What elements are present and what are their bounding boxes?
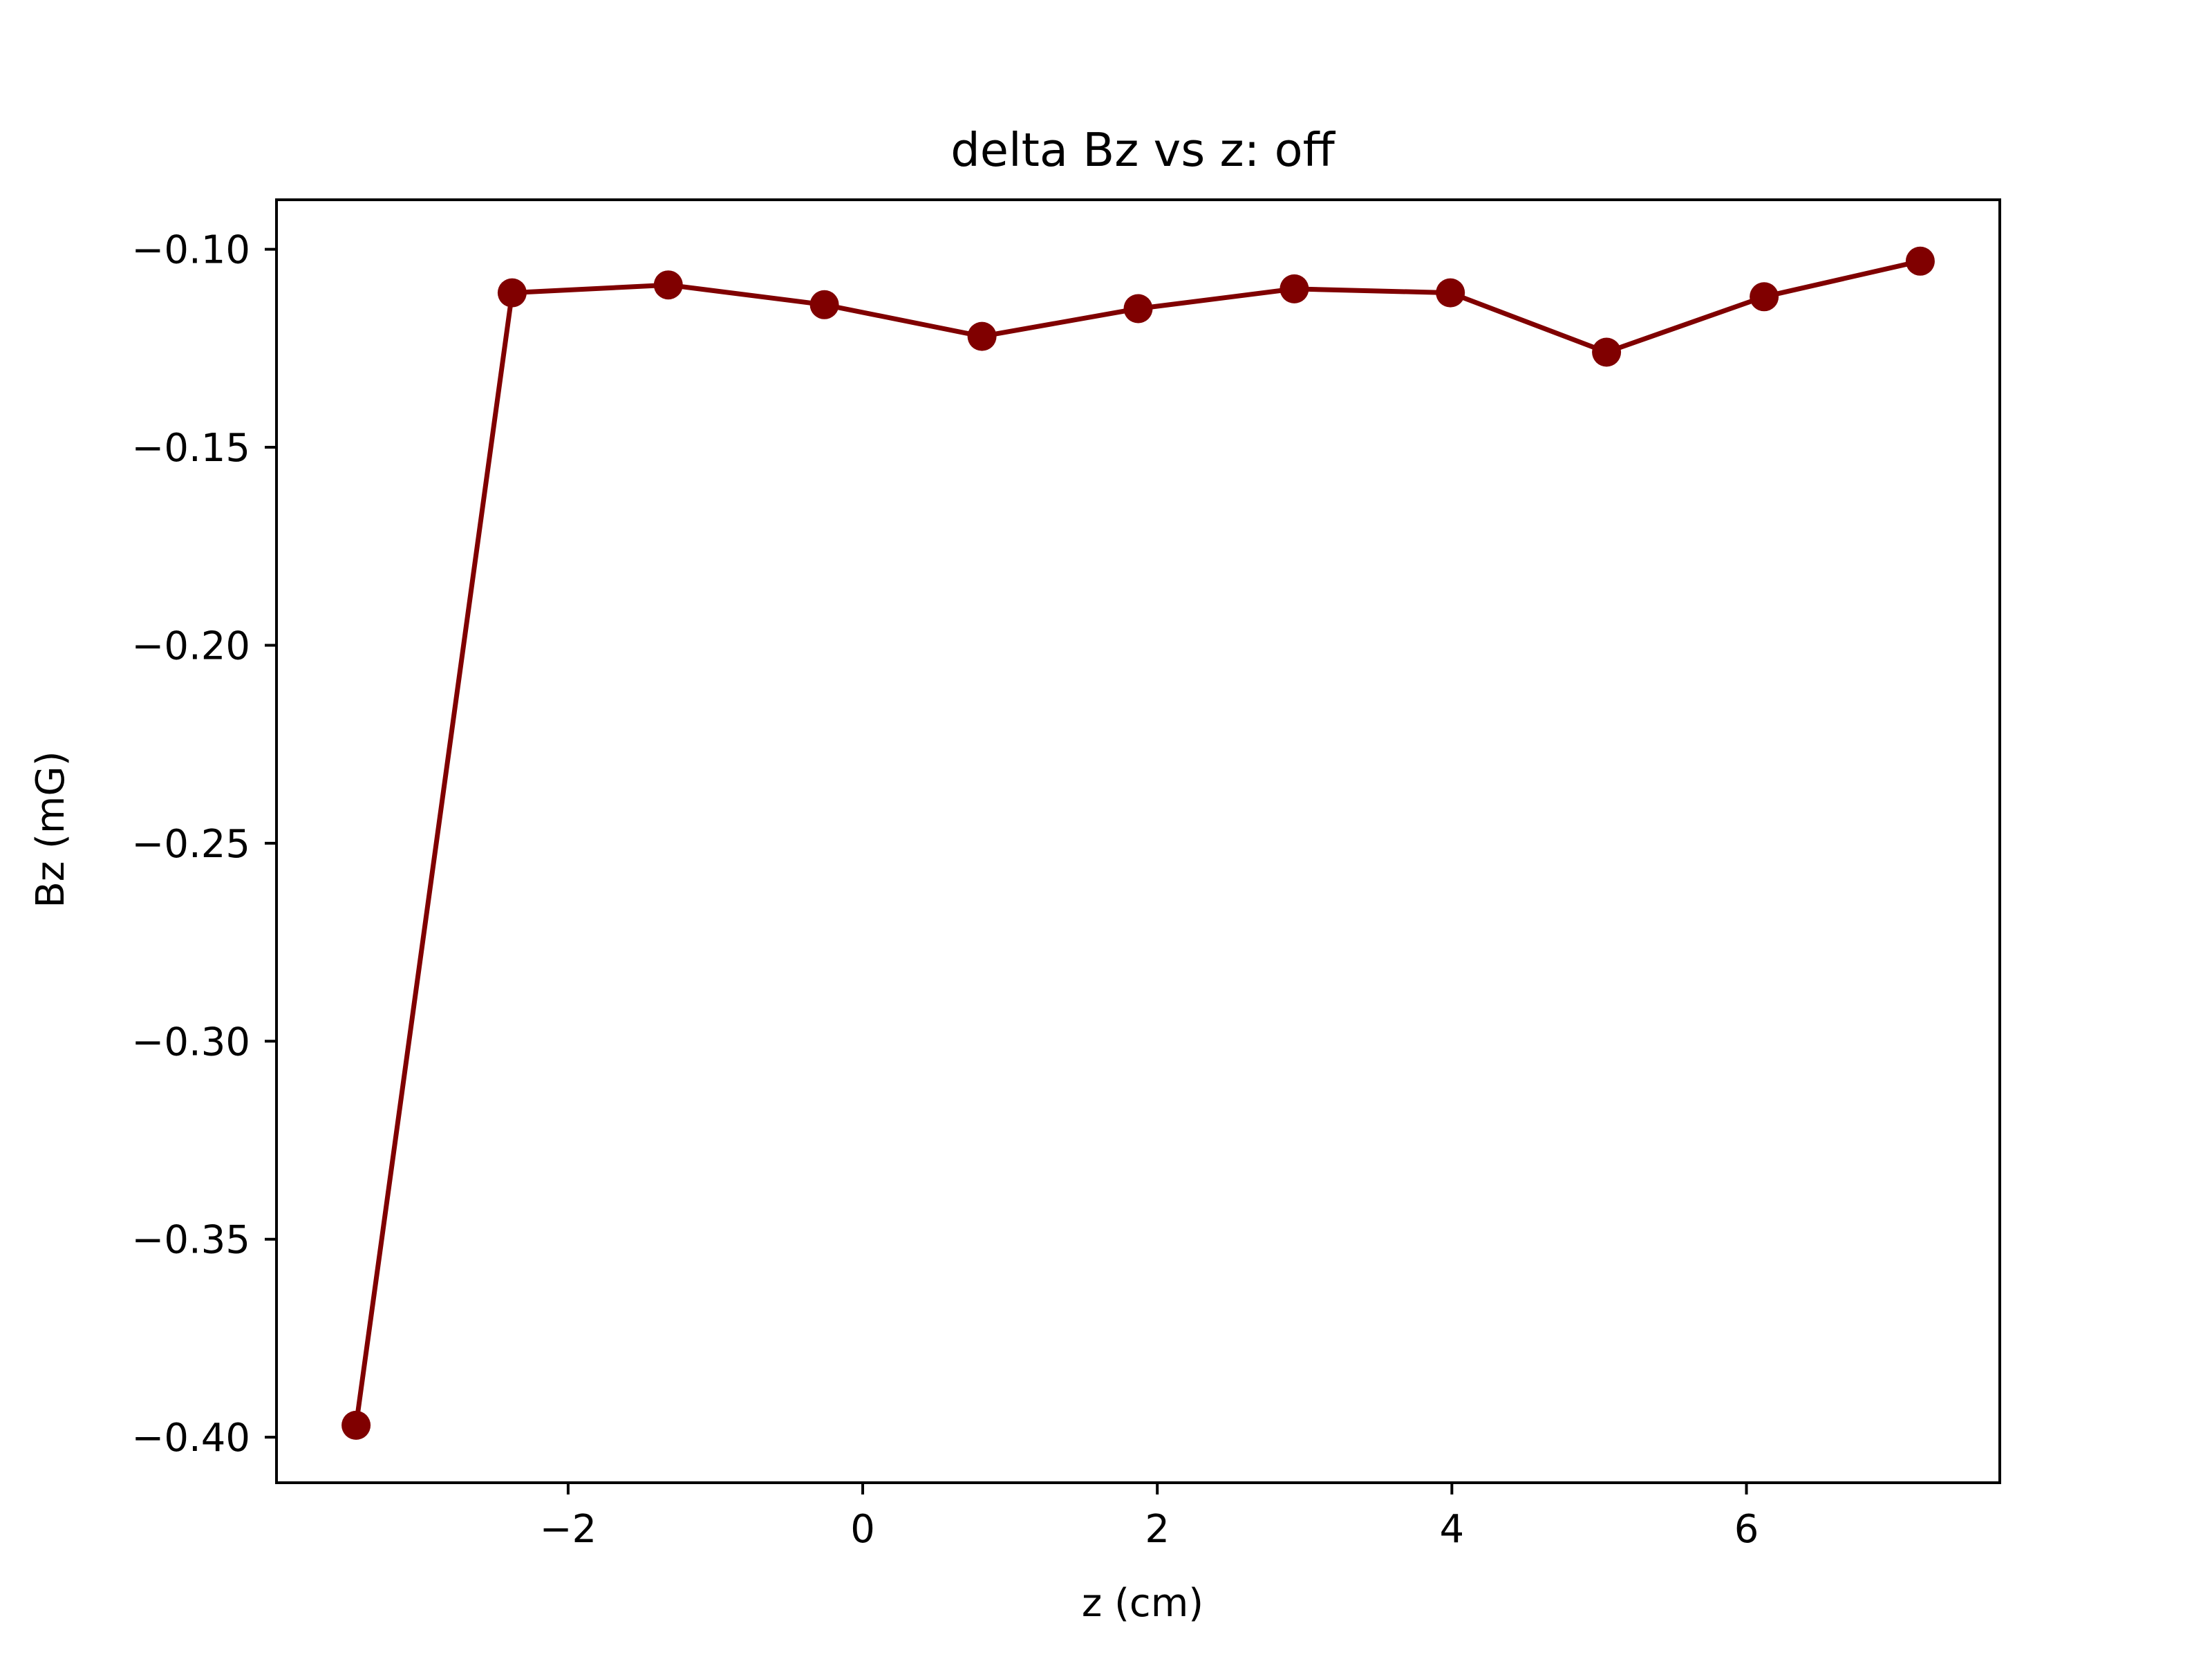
y-axis-label: Bz (mG) xyxy=(28,751,73,908)
y-tick-label: −0.10 xyxy=(131,228,250,273)
x-tick-label: 6 xyxy=(1734,1507,1759,1552)
y-tick-label: −0.20 xyxy=(131,624,250,668)
data-point xyxy=(1436,278,1465,308)
x-tick-label: 2 xyxy=(1145,1507,1170,1552)
data-point xyxy=(809,290,839,319)
data-point xyxy=(653,270,683,300)
y-tick-label: −0.40 xyxy=(131,1416,250,1461)
chart-title: delta Bz vs z: off xyxy=(950,123,1335,177)
y-tick-label: −0.30 xyxy=(131,1020,250,1065)
data-point xyxy=(341,1410,371,1440)
x-axis-label: z (cm) xyxy=(1082,1581,1203,1626)
y-tick-label: −0.35 xyxy=(131,1218,250,1263)
x-tick-label: 0 xyxy=(850,1507,875,1552)
data-point xyxy=(497,278,527,308)
data-point xyxy=(1592,337,1622,367)
x-tick-label: −2 xyxy=(540,1507,597,1552)
data-point xyxy=(967,321,997,351)
x-tick-label: 4 xyxy=(1440,1507,1465,1552)
data-point xyxy=(1750,282,1779,312)
y-tick-label: −0.15 xyxy=(131,426,250,471)
axes-frame xyxy=(275,198,2001,1484)
data-point xyxy=(1123,294,1153,324)
data-point xyxy=(1280,274,1309,303)
data-point xyxy=(1905,246,1935,276)
y-tick-label: −0.25 xyxy=(131,822,250,867)
plot-area: −2 0 2 4 6 −0.10 −0.15 −0.20 −0.25 −0.30 −0.35 −0.4… xyxy=(131,198,2001,1552)
